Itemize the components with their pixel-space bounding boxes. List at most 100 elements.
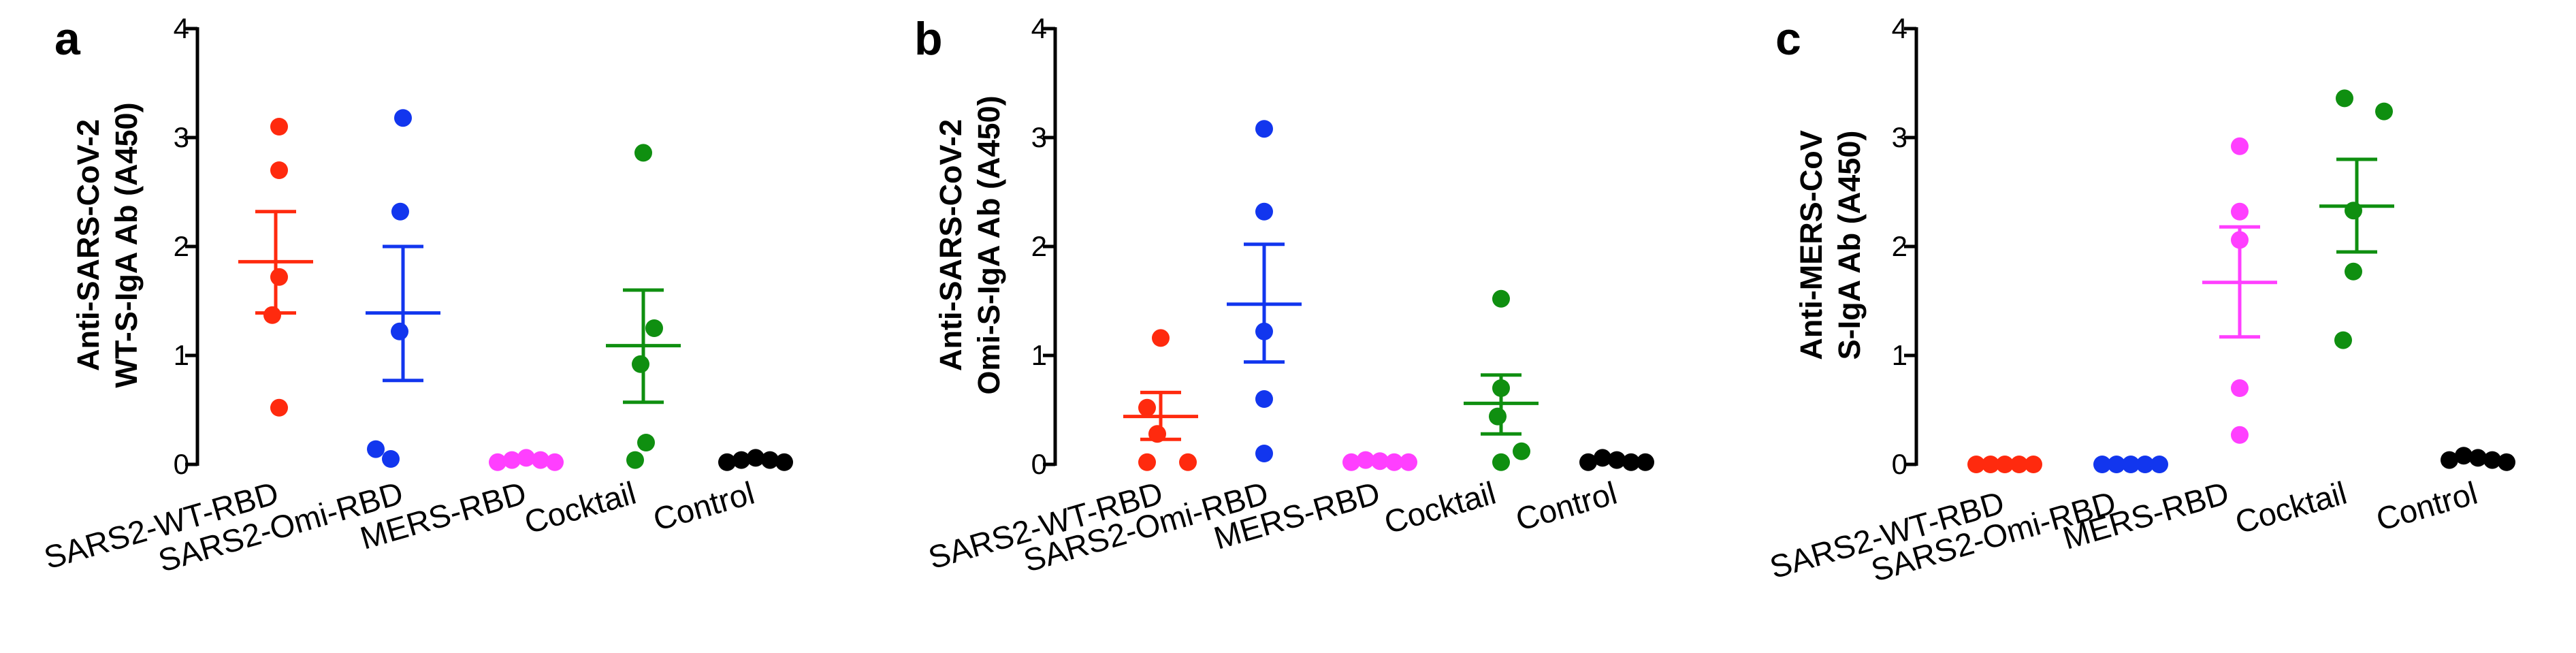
data-marks-b <box>1123 120 1654 471</box>
y-axis-label-b-line1: Anti-SARS-CoV-2 <box>933 119 968 371</box>
panel-a: a Anti-SARS-CoV-2 WT-S-IgA Ab (A450) 0 1… <box>40 12 793 579</box>
y-tick-label: 2 <box>1892 230 1907 262</box>
y-tick-label: 0 <box>174 448 189 480</box>
data-point <box>1400 453 1417 471</box>
y-axis-label-a-line2: WT-S-IgA Ab (A450) <box>109 102 144 387</box>
y-tick-label: 3 <box>174 121 189 153</box>
data-point <box>1371 452 1389 471</box>
data-point <box>1255 202 1273 221</box>
data-point <box>634 144 652 162</box>
data-point <box>2231 202 2249 221</box>
y-tick-label: 4 <box>1892 12 1907 44</box>
data-point <box>1152 329 1170 347</box>
data-point <box>2334 331 2352 349</box>
data-point <box>2122 456 2140 473</box>
data-point <box>2231 426 2249 444</box>
data-point <box>1357 451 1374 469</box>
data-point <box>632 355 649 373</box>
data-point <box>1138 453 1156 471</box>
data-point <box>1255 445 1273 462</box>
axes-a <box>185 27 199 466</box>
y-tick-label: 4 <box>1031 12 1047 44</box>
data-point <box>2231 137 2249 155</box>
data-point <box>626 451 644 469</box>
panel-label-a: a <box>54 13 81 65</box>
data-point <box>645 319 663 337</box>
y-tick-label: 1 <box>1892 339 1907 371</box>
data-point <box>1489 407 1507 426</box>
data-point <box>732 451 750 469</box>
data-point <box>2151 456 2168 473</box>
data-point <box>1138 398 1156 417</box>
data-point <box>1179 453 1197 471</box>
data-point <box>2345 202 2362 220</box>
data-point <box>2469 449 2487 467</box>
data-point <box>367 440 385 458</box>
data-point <box>2025 456 2042 473</box>
x-tick-label: Cocktail <box>520 475 639 541</box>
data-point <box>1622 453 1640 471</box>
data-point <box>270 161 288 179</box>
y-tick-label: 0 <box>1892 448 1907 480</box>
data-point <box>1492 379 1510 397</box>
data-point <box>718 453 736 471</box>
data-point <box>1579 453 1597 471</box>
y-tick-label: 1 <box>174 339 189 371</box>
panel-c: c Anti-MERS-CoV S-IgA Ab (A450) 0 1 2 3 … <box>1766 12 2515 588</box>
x-categories-b: SARS2-WT-RBD SARS2-Omi-RBD MERS-RBD Cock… <box>924 475 1621 579</box>
data-point <box>382 450 400 468</box>
y-axis-label-b-line2: Omi-S-IgA Ab (A450) <box>971 95 1006 394</box>
x-categories-a: SARS2-WT-RBD SARS2-Omi-RBD MERS-RBD Cock… <box>40 475 758 579</box>
x-tick-label: Cocktail <box>2231 475 2350 541</box>
data-point <box>2231 231 2249 249</box>
data-marks-c <box>1967 89 2515 473</box>
data-point <box>637 434 655 451</box>
data-point <box>1967 456 1985 473</box>
x-categories-c: SARS2-WT-RBD SARS2-Omi-RBD MERS-RBD Cock… <box>1766 475 2481 588</box>
data-point <box>517 449 535 467</box>
data-point <box>2093 456 2111 473</box>
data-point <box>2010 456 2028 473</box>
data-point <box>761 451 779 469</box>
data-point <box>2336 89 2353 108</box>
data-point <box>2231 379 2249 397</box>
x-tick-label: Control <box>2372 475 2481 538</box>
data-point <box>2483 451 2501 469</box>
data-point <box>1255 322 1273 340</box>
y-axis-label-c-line2: S-IgA Ab (A450) <box>1832 131 1867 360</box>
data-point <box>2345 262 2362 281</box>
x-tick-label: Cocktail <box>1380 475 1499 541</box>
x-tick-label: Control <box>1512 475 1621 538</box>
data-point <box>1513 442 1530 460</box>
data-point <box>1594 449 1611 467</box>
data-point <box>489 453 506 471</box>
data-point <box>1996 456 2014 473</box>
data-point <box>532 451 549 469</box>
data-marks-a <box>238 109 793 471</box>
data-point <box>546 453 564 471</box>
y-tick-label: 0 <box>1031 448 1047 480</box>
data-point <box>2498 453 2515 471</box>
x-tick-label: MERS-RBD <box>2059 475 2233 556</box>
data-point <box>2108 456 2125 473</box>
data-point <box>2136 456 2154 473</box>
data-point <box>391 202 409 221</box>
data-point <box>1492 289 1510 308</box>
data-point <box>391 322 408 340</box>
data-point <box>263 306 281 324</box>
data-point <box>394 109 412 127</box>
data-point <box>270 398 288 417</box>
data-point <box>2441 451 2458 469</box>
data-point <box>1255 120 1273 138</box>
data-point <box>1255 390 1273 408</box>
data-point <box>503 451 521 469</box>
data-point <box>2455 447 2473 465</box>
data-point <box>270 118 288 136</box>
data-point <box>270 268 288 286</box>
data-point <box>1608 451 1626 469</box>
panel-label-c: c <box>1775 13 1801 65</box>
data-point <box>1342 453 1360 471</box>
data-point <box>775 453 793 471</box>
y-tick-label: 2 <box>174 230 189 262</box>
